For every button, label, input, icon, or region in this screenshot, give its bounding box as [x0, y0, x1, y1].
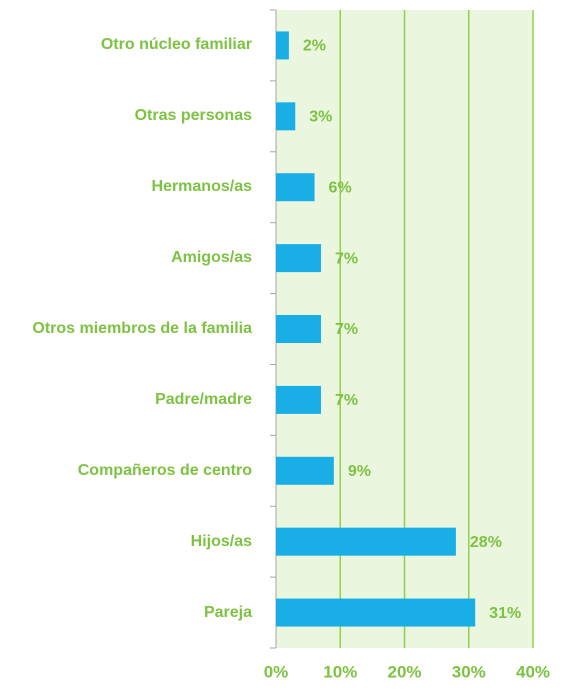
value-label: 9% — [348, 463, 371, 480]
value-label: 7% — [335, 250, 358, 267]
x-tick-label: 0% — [264, 662, 289, 681]
value-label: 6% — [329, 179, 352, 196]
bar — [276, 244, 321, 273]
y-tick-label: Otros miembros de la familia — [32, 320, 252, 337]
y-tick-label: Hijos/as — [190, 532, 252, 550]
value-label: 3% — [309, 109, 332, 126]
y-tick-label: Pareja — [203, 603, 252, 621]
bar — [276, 385, 321, 414]
y-tick-label-box: Compañeros de centro — [78, 457, 252, 485]
x-tick-label: 40% — [516, 662, 550, 681]
y-tick-label-box: Pareja — [204, 599, 252, 627]
bar — [276, 456, 334, 485]
bar — [276, 315, 321, 343]
value-label: 2% — [303, 38, 326, 55]
y-tick-label-box: Otros miembros de la familia — [32, 315, 252, 343]
y-tick-label-box: Otras personas — [135, 102, 252, 130]
bar — [276, 598, 476, 627]
y-tick-label: Padre/madre — [155, 390, 252, 408]
y-tick-label-box: Hijos/as — [191, 528, 252, 556]
y-tick-label: Amigos/as — [171, 249, 252, 267]
y-tick-label-box: Amigos/as — [171, 244, 252, 272]
value-label: 28% — [470, 534, 502, 551]
value-label: 7% — [335, 321, 358, 338]
y-tick-label: Hermanos/as — [151, 178, 253, 196]
bar — [276, 31, 289, 60]
y-tick-label: Compañeros de centro — [77, 461, 252, 479]
value-label: 7% — [335, 392, 358, 409]
x-tick-label: 10% — [323, 662, 357, 681]
y-tick-label-box: Padre/madre — [155, 386, 252, 414]
bar — [276, 102, 296, 131]
bar — [276, 527, 456, 556]
bar — [276, 173, 315, 202]
y-tick-label: Otro núcleo familiar — [100, 36, 252, 54]
value-label: 31% — [489, 605, 521, 622]
y-tick-label-box: Otro núcleo familiar — [101, 31, 252, 59]
x-tick-label: 30% — [452, 662, 486, 681]
y-tick-label: Otras personas — [134, 107, 252, 125]
x-tick-label: 20% — [387, 662, 421, 681]
y-tick-label-box: Hermanos/as — [152, 173, 253, 201]
